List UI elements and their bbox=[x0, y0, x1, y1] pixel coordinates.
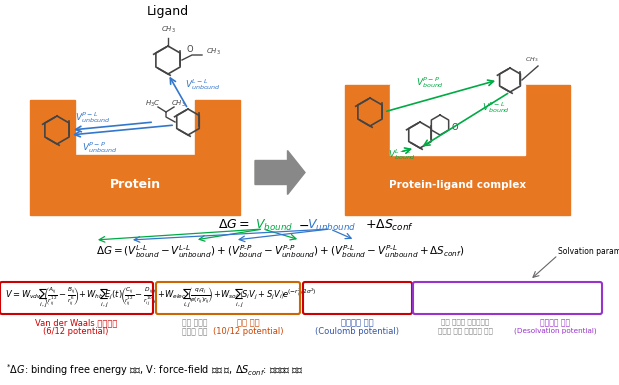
Text: 방향성 표현: 방향성 표현 bbox=[182, 327, 208, 336]
Text: $V_{bound}$: $V_{bound}$ bbox=[255, 218, 293, 233]
Text: 해당 원자를 용매로부터: 해당 원자를 용매로부터 bbox=[441, 318, 489, 325]
Text: $\Delta G =$: $\Delta G =$ bbox=[218, 219, 250, 231]
Text: $+ \Delta S_{conf}$: $+ \Delta S_{conf}$ bbox=[365, 218, 414, 233]
Text: (10/12 potential): (10/12 potential) bbox=[213, 327, 284, 336]
Text: $V^{L-L}_{unbound}$: $V^{L-L}_{unbound}$ bbox=[185, 77, 221, 92]
Text: $CH_3$: $CH_3$ bbox=[206, 47, 221, 57]
Text: 수소 결합: 수소 결합 bbox=[236, 318, 259, 327]
Bar bbox=[30, 100, 75, 155]
Text: $^*\!\Delta G$: binding free energy 변화, V: force-field 계산 값, $\Delta S_{conf}$: : $^*\!\Delta G$: binding free energy 변화, … bbox=[5, 362, 304, 378]
Text: $V_{unbound}$: $V_{unbound}$ bbox=[307, 218, 357, 233]
Text: (Coulomb potential): (Coulomb potential) bbox=[315, 327, 399, 336]
Text: $CH_3$: $CH_3$ bbox=[526, 55, 539, 64]
Text: Protein-ligand complex: Protein-ligand complex bbox=[389, 180, 526, 190]
Text: $V^{P-P}_{bound}$: $V^{P-P}_{bound}$ bbox=[416, 75, 444, 90]
Text: $V^{P-L}_{bound}$: $V^{P-L}_{bound}$ bbox=[482, 100, 510, 115]
Text: 탈용매화 효과: 탈용매화 효과 bbox=[540, 318, 570, 327]
Bar bbox=[525, 85, 570, 155]
Text: Ligand: Ligand bbox=[147, 5, 189, 18]
Text: $H_3C$: $H_3C$ bbox=[145, 99, 161, 109]
Text: $CH_3$: $CH_3$ bbox=[160, 25, 175, 35]
Text: $-$: $-$ bbox=[298, 219, 309, 231]
Text: $V^{P-P}_{unbound}$: $V^{P-P}_{unbound}$ bbox=[82, 141, 118, 156]
Text: $V^{L-L}_{bound}$: $V^{L-L}_{bound}$ bbox=[388, 147, 416, 162]
Text: 정전기적 인력: 정전기적 인력 bbox=[340, 318, 373, 327]
Text: O: O bbox=[452, 124, 458, 132]
Text: Solvation param: Solvation param bbox=[558, 248, 619, 256]
Text: Protein: Protein bbox=[110, 179, 160, 191]
Bar bbox=[345, 85, 390, 155]
Bar bbox=[345, 155, 570, 215]
Text: 가리고 있는 원자들의 부피: 가리고 있는 원자들의 부피 bbox=[438, 327, 493, 334]
Text: O: O bbox=[187, 45, 193, 55]
Text: (6/12 potential): (6/12 potential) bbox=[43, 327, 109, 336]
Text: $V = W_{vdw}\!\!\sum_{i,j}\!\!\left(\!\frac{A_{ij}}{r_{ij}^{12}} - \frac{B_{ij}}: $V = W_{vdw}\!\!\sum_{i,j}\!\!\left(\!\f… bbox=[5, 286, 317, 310]
Text: (Desolvation potential): (Desolvation potential) bbox=[514, 327, 596, 333]
Bar bbox=[30, 155, 240, 215]
Bar bbox=[390, 85, 525, 155]
Text: $CH_3$: $CH_3$ bbox=[171, 99, 186, 109]
Text: $V^{P-L}_{unbound}$: $V^{P-L}_{unbound}$ bbox=[75, 110, 111, 126]
Polygon shape bbox=[255, 151, 305, 194]
Text: 수소 결합의: 수소 결합의 bbox=[182, 318, 208, 327]
Text: Van der Waals 상호작용: Van der Waals 상호작용 bbox=[35, 318, 117, 327]
Text: $\Delta G = (V^{L\text{-}L}_{bound} - V^{L\text{-}L}_{unbound}) + (V^{P\text{-}P: $\Delta G = (V^{L\text{-}L}_{bound} - V^… bbox=[96, 244, 464, 260]
Bar bbox=[195, 100, 240, 155]
